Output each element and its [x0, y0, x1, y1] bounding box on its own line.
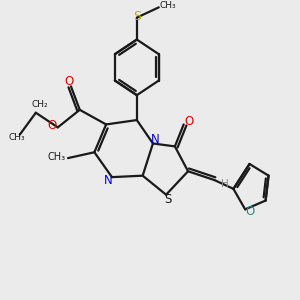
Text: S: S [134, 10, 141, 22]
Text: CH₃: CH₃ [159, 2, 176, 10]
Text: CH₃: CH₃ [48, 152, 66, 162]
Text: H: H [221, 179, 229, 189]
Text: CH₂: CH₂ [32, 100, 49, 109]
Text: O: O [245, 205, 255, 218]
Text: O: O [64, 76, 73, 88]
Text: N: N [104, 174, 113, 187]
Text: O: O [184, 115, 194, 128]
Text: N: N [151, 134, 160, 146]
Text: CH₃: CH₃ [8, 133, 25, 142]
Text: S: S [164, 193, 172, 206]
Text: O: O [47, 119, 57, 132]
